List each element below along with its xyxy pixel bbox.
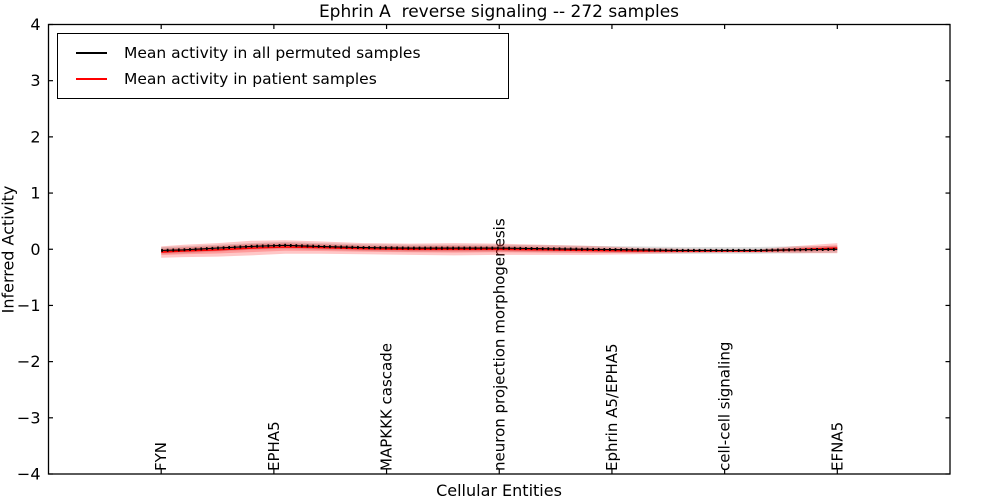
y-tick-label: −3: [17, 408, 41, 427]
y-tick-label: 0: [30, 240, 40, 259]
y-tick-label: −1: [17, 296, 41, 315]
legend: Mean activity in all permuted samples Me…: [57, 33, 509, 99]
y-tick-label: 3: [30, 71, 40, 90]
x-tick-label: FYN: [152, 442, 170, 471]
x-tick-label: Ephrin A5/EPHA5: [603, 343, 621, 471]
y-tick-label: 1: [30, 184, 40, 203]
legend-entry-permuted: Mean activity in all permuted samples: [58, 44, 508, 62]
legend-line-sample-patient: [76, 78, 107, 80]
x-tick-label: EFNA5: [828, 422, 846, 471]
y-tick-label: 2: [30, 127, 40, 146]
x-tick-label: neuron projection morphogenesis: [490, 218, 508, 471]
legend-label-permuted: Mean activity in all permuted samples: [124, 44, 421, 62]
chart-title: Ephrin A reverse signaling -- 272 sample…: [318, 2, 680, 22]
x-axis-label: Cellular Entities: [436, 481, 562, 500]
y-tick-label: −4: [17, 465, 41, 484]
legend-label-patient: Mean activity in patient samples: [124, 70, 377, 88]
x-tick-label: MAPKKK cascade: [378, 343, 396, 471]
x-tick-label: EPHA5: [265, 421, 283, 471]
y-tick-label: 4: [30, 15, 40, 34]
legend-entry-patient: Mean activity in patient samples: [58, 70, 508, 88]
y-tick-label: −2: [17, 352, 41, 371]
legend-line-sample-permuted: [76, 52, 107, 54]
y-axis-label: Inferred Activity: [0, 185, 18, 314]
x-tick-label: cell-cell signaling: [716, 342, 734, 471]
permuted-mean-markers: [161, 243, 838, 252]
